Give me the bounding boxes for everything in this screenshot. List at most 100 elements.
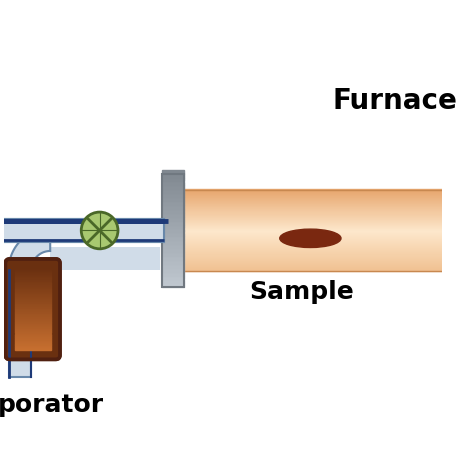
Bar bbox=[162, 280, 183, 283]
Bar bbox=[173, 254, 464, 255]
Bar bbox=[162, 201, 183, 205]
Bar bbox=[173, 221, 464, 222]
Circle shape bbox=[81, 212, 118, 249]
Bar bbox=[162, 193, 183, 197]
Bar bbox=[15, 317, 51, 319]
Bar bbox=[15, 322, 51, 323]
Bar bbox=[15, 340, 51, 342]
Bar bbox=[0, 219, 164, 242]
Bar bbox=[173, 249, 464, 250]
Bar bbox=[173, 222, 464, 223]
Bar bbox=[162, 283, 183, 287]
Bar bbox=[162, 276, 183, 280]
Bar bbox=[173, 234, 464, 235]
Bar bbox=[162, 190, 183, 193]
Bar bbox=[173, 263, 464, 264]
Bar bbox=[173, 244, 464, 245]
Bar bbox=[173, 241, 464, 242]
Bar bbox=[162, 182, 183, 185]
Bar bbox=[173, 255, 464, 256]
Bar bbox=[15, 298, 51, 300]
Bar bbox=[173, 206, 464, 208]
Bar bbox=[15, 347, 51, 348]
Text: porator: porator bbox=[0, 393, 104, 417]
Bar bbox=[173, 227, 464, 228]
Bar bbox=[173, 212, 464, 214]
Bar bbox=[173, 214, 464, 215]
Bar bbox=[162, 268, 183, 272]
Bar bbox=[15, 307, 51, 308]
Bar bbox=[15, 345, 51, 347]
Bar bbox=[15, 275, 51, 276]
Bar bbox=[15, 276, 51, 278]
Bar bbox=[15, 348, 51, 350]
Bar bbox=[173, 202, 464, 203]
Bar bbox=[173, 269, 464, 270]
Bar bbox=[162, 228, 183, 232]
Bar bbox=[162, 248, 183, 252]
Bar bbox=[162, 209, 183, 213]
Bar bbox=[162, 240, 183, 244]
Bar bbox=[173, 232, 464, 233]
Bar bbox=[173, 209, 464, 210]
Bar bbox=[15, 320, 51, 322]
Bar bbox=[173, 261, 464, 262]
Bar bbox=[173, 266, 464, 267]
Bar bbox=[173, 189, 464, 190]
Bar bbox=[173, 238, 464, 239]
Bar bbox=[0, 219, 164, 242]
Bar bbox=[173, 196, 464, 197]
Bar bbox=[173, 268, 464, 269]
Bar bbox=[9, 270, 31, 377]
Polygon shape bbox=[9, 228, 50, 270]
Bar bbox=[15, 328, 51, 330]
Bar bbox=[173, 260, 464, 261]
Bar bbox=[162, 197, 183, 201]
Bar bbox=[173, 194, 464, 195]
Bar bbox=[173, 235, 464, 236]
Bar bbox=[173, 193, 464, 194]
Bar bbox=[15, 335, 51, 337]
Bar bbox=[15, 330, 51, 332]
Bar bbox=[162, 221, 183, 225]
Bar bbox=[15, 312, 51, 313]
Bar bbox=[173, 265, 464, 266]
Bar bbox=[173, 216, 464, 217]
Bar bbox=[15, 313, 51, 315]
Bar bbox=[162, 174, 183, 178]
Bar bbox=[15, 297, 51, 298]
Bar bbox=[173, 243, 464, 244]
Bar bbox=[173, 267, 464, 268]
Bar bbox=[15, 280, 51, 282]
Bar bbox=[15, 295, 51, 297]
Bar bbox=[173, 256, 464, 257]
Bar bbox=[173, 220, 464, 221]
Bar bbox=[173, 201, 464, 202]
Bar bbox=[15, 305, 51, 307]
Bar bbox=[173, 246, 464, 247]
Bar bbox=[173, 197, 464, 198]
Bar bbox=[173, 203, 464, 204]
Bar bbox=[15, 290, 51, 292]
Bar bbox=[173, 225, 464, 226]
Bar bbox=[15, 337, 51, 338]
Bar bbox=[15, 293, 51, 295]
Bar bbox=[162, 252, 183, 256]
Bar bbox=[162, 264, 183, 268]
Bar bbox=[173, 190, 464, 191]
Bar bbox=[162, 237, 183, 240]
Bar bbox=[15, 334, 51, 335]
Bar bbox=[173, 215, 464, 216]
Bar bbox=[173, 192, 464, 193]
Bar bbox=[173, 217, 464, 218]
Bar bbox=[15, 325, 51, 327]
Bar bbox=[173, 205, 464, 206]
Bar bbox=[162, 260, 183, 264]
Bar bbox=[162, 178, 183, 182]
Bar bbox=[173, 270, 464, 271]
Text: Sample: Sample bbox=[249, 280, 354, 304]
Bar bbox=[173, 242, 464, 243]
Bar bbox=[173, 257, 464, 259]
Bar bbox=[15, 300, 51, 301]
Bar bbox=[162, 244, 183, 248]
